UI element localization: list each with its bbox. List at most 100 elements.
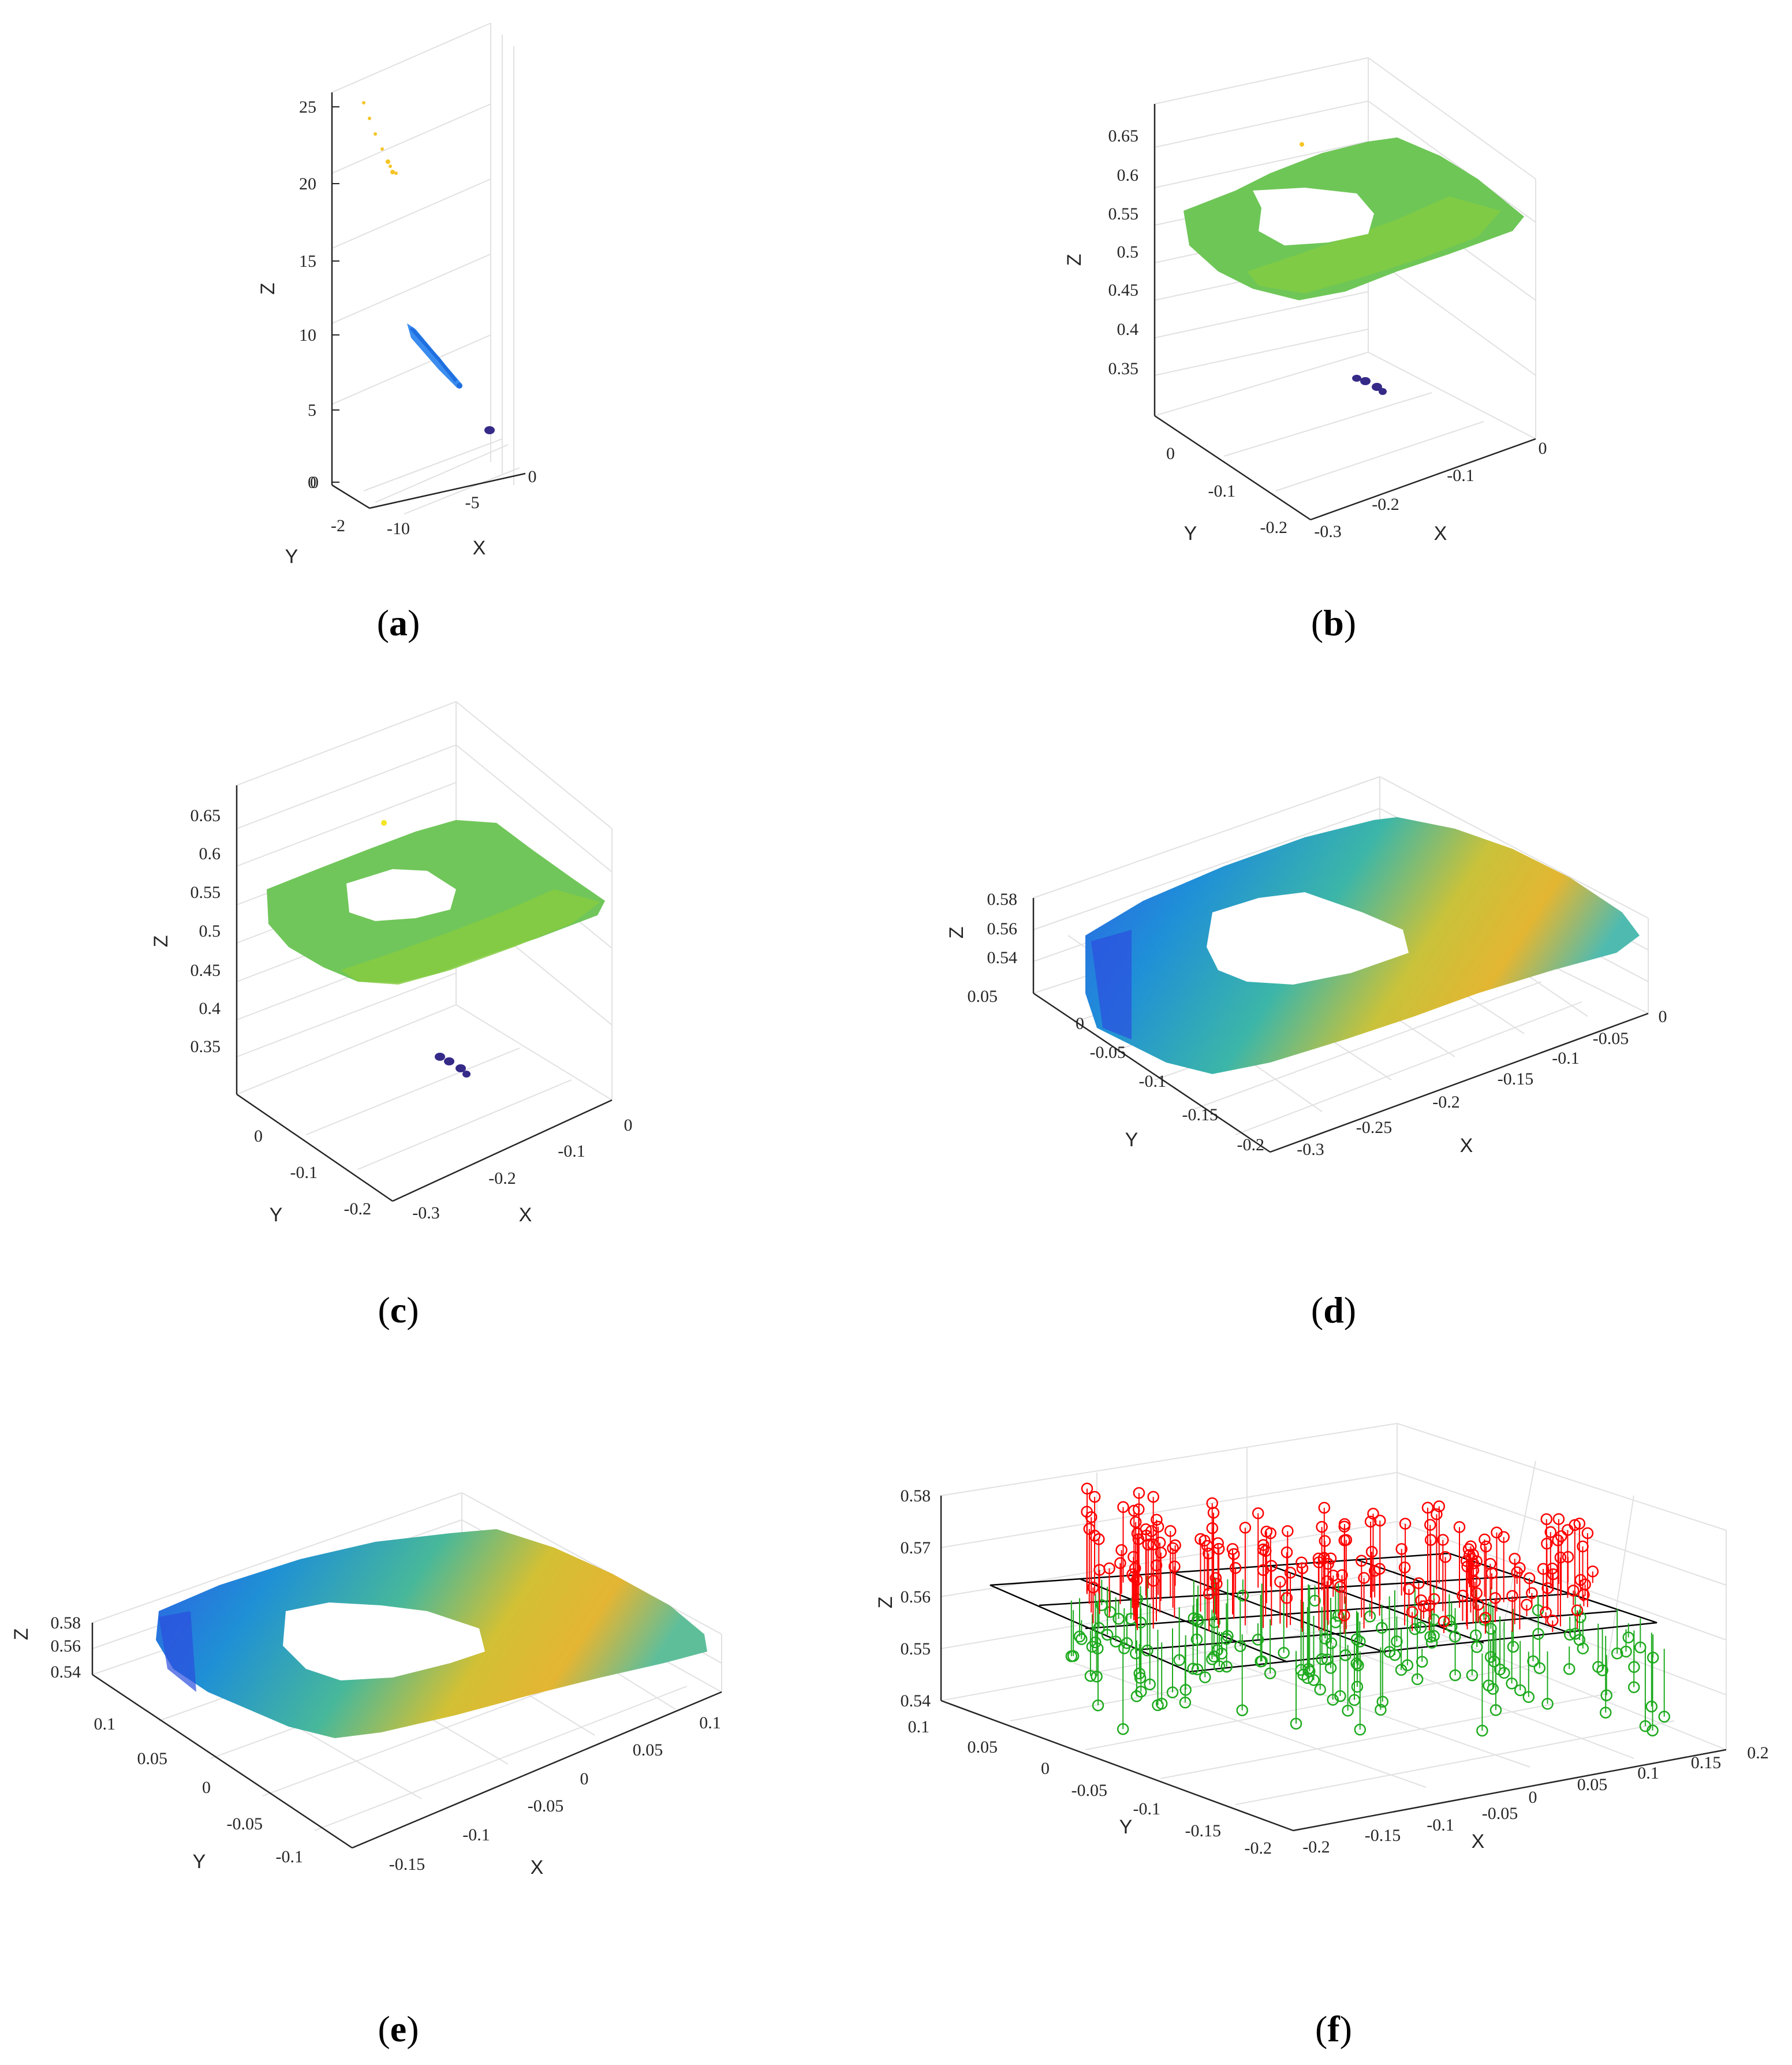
panel-a-axes [331, 92, 526, 509]
green-point-marker [1117, 1723, 1129, 1735]
panel-d-y-label: Y [1125, 1129, 1138, 1151]
panel-c-z-tick: 0.4 [199, 999, 221, 1018]
panel-d-z-label: Z [946, 927, 968, 939]
panel-f-y-tick: -0.1 [1133, 1799, 1161, 1818]
red-point-marker [1544, 1526, 1557, 1538]
panel-b-y-label: Y [1184, 523, 1197, 545]
panel-b-axes [1153, 104, 1536, 521]
green-point-marker [1308, 1674, 1320, 1686]
red-point-marker [1152, 1520, 1164, 1533]
panel-d-x-tick: -0.05 [1593, 1029, 1629, 1048]
panel-b-y-tick: 0 [1166, 444, 1175, 463]
panel-f-caption: (f) [1315, 2008, 1352, 2049]
green-point-marker [1237, 1589, 1249, 1602]
red-point-marker [1514, 1561, 1526, 1574]
green-point-marker [1191, 1663, 1204, 1676]
green-point-marker [1332, 1609, 1345, 1622]
red-point-marker [1457, 1589, 1469, 1602]
green-point-marker [1199, 1671, 1211, 1683]
red-point-marker [1093, 1533, 1105, 1545]
red-point-marker [1562, 1550, 1574, 1563]
red-point-marker [1555, 1530, 1567, 1542]
panel-c-y-tick: -0.2 [344, 1199, 372, 1218]
panel-c-x-tick: -0.1 [558, 1142, 585, 1161]
green-point-marker [1416, 1656, 1428, 1668]
panel-f-z-tick: 0.54 [901, 1691, 931, 1710]
red-point-marker [1367, 1508, 1379, 1520]
panel-a-y-tick: 0 [310, 473, 319, 492]
green-point-marker [1401, 1659, 1414, 1671]
green-point-marker [1187, 1663, 1199, 1675]
green-point-marker [1152, 1699, 1164, 1712]
panel-d-x-tick: -0.15 [1498, 1069, 1534, 1089]
panel-c-z-tick: 0.5 [199, 922, 221, 941]
red-point-marker [1489, 1592, 1502, 1604]
green-point-marker [1173, 1654, 1185, 1667]
panel-a-z-tick: 5 [308, 401, 316, 420]
green-point-marker [1166, 1686, 1179, 1698]
panel-e-x-tick: 0.05 [633, 1740, 663, 1760]
panel-c-x-tick: 0 [624, 1116, 633, 1135]
panel-e-y-tick: 0.05 [137, 1749, 168, 1768]
red-point-marker [1365, 1545, 1378, 1558]
green-point-marker [1354, 1723, 1367, 1736]
red-point-marker [1569, 1519, 1581, 1531]
red-point-marker [1472, 1598, 1484, 1611]
panel-d-x-tick: -0.1 [1552, 1049, 1580, 1068]
panel-b-z-tick: 0.4 [1117, 320, 1139, 339]
green-point-marker [1628, 1661, 1640, 1673]
panel-d-z-tick: 0.56 [987, 919, 1018, 938]
green-point-marker [1573, 1634, 1586, 1646]
green-point-marker [1092, 1699, 1104, 1712]
panel-e-x-tick: -0.15 [389, 1855, 425, 1874]
green-point-marker [1352, 1659, 1364, 1672]
red-point-marker [1413, 1577, 1425, 1589]
panel-d-x-tick: -0.25 [1356, 1118, 1392, 1137]
red-point-marker [1465, 1540, 1477, 1552]
red-point-marker [1088, 1490, 1101, 1503]
panel-d-axes [1032, 898, 1649, 1153]
green-point-marker [1110, 1635, 1122, 1647]
panel-f-y-label: Y [1119, 1816, 1133, 1838]
panel-e-x-label: X [531, 1857, 544, 1878]
red-point-marker [1150, 1559, 1163, 1572]
panel-a-plot: 25 20 15 10 5 0 0 -2 -10 -5 0 Z Y X [257, 23, 537, 568]
red-point-marker [1521, 1598, 1533, 1611]
panel-c-x-label: X [519, 1204, 532, 1226]
panel-d-caption: (d) [1311, 1289, 1356, 1330]
panel-c-z-tick: 0.45 [191, 961, 221, 980]
red-point-marker [1437, 1534, 1449, 1546]
panel-f-axes [940, 1496, 1727, 1832]
red-point-marker [1334, 1581, 1346, 1593]
red-point-marker [1480, 1540, 1492, 1553]
green-point-marker [1091, 1671, 1103, 1683]
panel-f-y-tick: 0 [1041, 1759, 1050, 1778]
green-point-marker [1316, 1653, 1328, 1665]
red-point-marker [1296, 1556, 1308, 1569]
red-point-marker [1280, 1546, 1293, 1559]
panel-d-x-tick: 0 [1659, 1007, 1667, 1026]
green-point-marker [1522, 1691, 1535, 1704]
red-point-marker [1395, 1543, 1408, 1555]
green-point-marker [1532, 1628, 1544, 1640]
panel-a-z-ticks: 25 20 15 10 5 0 [299, 98, 339, 492]
panel-f-y-tick: -0.05 [1072, 1781, 1108, 1800]
panel-f-y-tick: -0.15 [1185, 1821, 1222, 1840]
panel-b-y-tick: -0.2 [1260, 518, 1288, 537]
panel-b-z-tick: 0.35 [1108, 359, 1139, 378]
red-point-marker [1227, 1548, 1240, 1560]
green-point-marker [1190, 1633, 1203, 1646]
green-point-marker [1658, 1710, 1670, 1723]
red-point-marker [1552, 1513, 1565, 1525]
green-point-marker [1563, 1663, 1576, 1675]
red-point-marker [1470, 1555, 1483, 1567]
red-point-marker [1133, 1487, 1145, 1499]
panel-c-caption: (c) [378, 1289, 419, 1330]
green-point-marker [1383, 1646, 1395, 1658]
panel-e-y-tick: 0.1 [94, 1714, 116, 1734]
green-point-marker [1533, 1662, 1546, 1674]
panel-b-plot: 0.65 0.6 0.55 0.5 0.45 0.4 0.35 0 -0.1 -… [1063, 57, 1547, 545]
panel-b-ring-surface [1184, 137, 1524, 300]
red-point-marker [1147, 1490, 1159, 1503]
panel-f-x-tick: -0.05 [1482, 1804, 1518, 1823]
